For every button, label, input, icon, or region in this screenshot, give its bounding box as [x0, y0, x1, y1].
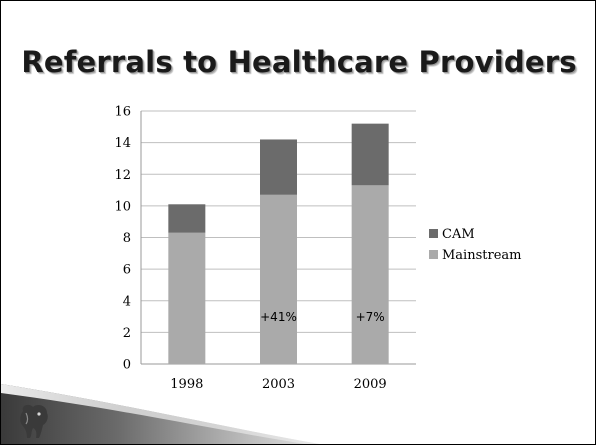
bar-annotation: +41% — [260, 310, 297, 324]
slide-title: Referrals to Healthcare Providers — [21, 45, 577, 79]
bar-mainstream-2003 — [260, 194, 297, 364]
x-tick-label: 2003 — [262, 377, 295, 392]
bar-mainstream-1998 — [168, 232, 206, 364]
y-tick-label: 12 — [114, 168, 131, 183]
y-tick-label: 14 — [114, 136, 131, 151]
y-tick-label: 0 — [123, 358, 131, 373]
bar-cam-2009 — [351, 123, 389, 186]
y-tick-label: 16 — [114, 105, 131, 120]
bar-mainstream-2009 — [351, 185, 389, 364]
y-tick-label: 2 — [123, 326, 131, 341]
bar-annotation: +7% — [356, 310, 385, 324]
legend-label-mainstream: Mainstream — [442, 248, 521, 263]
y-tick-label: 4 — [123, 294, 131, 309]
bar-cam-1998 — [168, 204, 206, 233]
bar-cam-2003 — [260, 139, 297, 195]
legend-swatch-cam — [429, 229, 438, 238]
y-tick-label: 10 — [114, 199, 131, 214]
y-tick-label: 6 — [123, 263, 131, 278]
legend-label-cam: CAM — [442, 227, 475, 242]
x-tick-label: 1998 — [170, 377, 203, 392]
legend-swatch-mainstream — [429, 250, 438, 259]
x-tick-label: 2009 — [354, 377, 387, 392]
y-tick-label: 8 — [123, 231, 131, 246]
elephant-head-icon — [20, 404, 48, 438]
